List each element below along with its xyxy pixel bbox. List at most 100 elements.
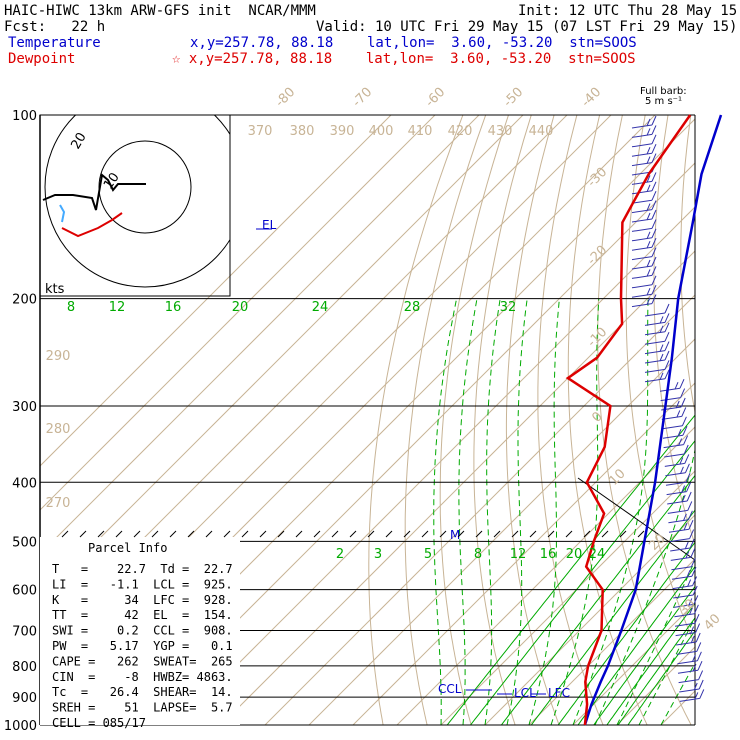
barb-flag: [686, 482, 692, 492]
barb-flag: [689, 529, 695, 539]
barb-shaft: [631, 152, 653, 157]
barb-shaft: [631, 190, 653, 195]
theta-label: 280: [46, 422, 71, 437]
barb-shaft: [644, 340, 666, 345]
wind-barb: [631, 153, 657, 167]
barb-flag: [688, 607, 693, 615]
moist-adiabat-line: [638, 616, 695, 725]
barb-shaft: [631, 284, 653, 289]
parcel-box-bg: [40, 537, 240, 725]
barb-flag: [646, 297, 651, 305]
marker-el: EL: [262, 218, 277, 232]
wind-barb: [644, 350, 670, 364]
wind-barb: [644, 369, 670, 383]
hatch-mark: [151, 530, 159, 538]
dry-adiabat-line: [439, 115, 509, 725]
barb-shaft: [676, 641, 697, 646]
pressure-tick-label: 1000: [4, 719, 37, 734]
isotherm-line: [176, 206, 695, 725]
barb-shaft: [631, 265, 653, 270]
isotherm-line: [484, 514, 695, 725]
hatch-mark: [169, 530, 177, 538]
dewpoint-legend: Dewpoint: [8, 51, 76, 67]
barb-flag: [674, 382, 679, 390]
wind-barb: [667, 501, 693, 514]
barb-shaft: [662, 434, 684, 439]
barb-flag: [683, 435, 689, 445]
barb-shaft: [677, 669, 699, 674]
forecast-hour: Fcst: 22 h: [4, 19, 106, 35]
theta-label: 370: [248, 124, 273, 139]
barb-shaft: [644, 368, 666, 373]
moist-adiabat-line: [506, 298, 528, 725]
pressure-tick-label: 700: [12, 625, 37, 640]
wind-barb: [666, 482, 692, 496]
barb-flag: [676, 410, 681, 418]
pressure-tick-label: 300: [12, 400, 37, 415]
barb-shaft: [662, 425, 683, 430]
hodograph-units-label: kts: [45, 282, 65, 297]
hodograph-frame: [39, 114, 231, 297]
hodograph-trace-lower: [61, 212, 123, 238]
wind-barb: [631, 256, 657, 270]
barb-flag: [693, 604, 699, 615]
barb-shaft: [666, 491, 687, 496]
barb-flag: [651, 172, 657, 182]
parcel-row: K = 34 LFC = 928.: [52, 593, 233, 607]
wind-barb: [665, 472, 691, 486]
isotherm-label: -70: [350, 85, 376, 111]
barb-shaft: [644, 312, 666, 317]
parcel-row: TT = 42 EL = 154.: [52, 608, 233, 622]
barb-shaft: [675, 632, 696, 637]
hatch-mark: [205, 530, 213, 538]
barb-shaft: [631, 227, 653, 232]
wind-barb: [670, 538, 695, 552]
barb-shaft: [631, 256, 653, 261]
barb-shaft: [674, 622, 696, 627]
barb-flag: [696, 642, 702, 652]
sounding-profiles: EL M CCL LCL LFC: [256, 114, 723, 726]
wind-barb: [631, 266, 657, 279]
hatch-mark: [457, 530, 465, 538]
hatch-mark: [313, 530, 321, 538]
barb-shaft: [663, 444, 684, 449]
barb-shaft: [644, 321, 666, 326]
mixing-ratio-line: [469, 440, 695, 725]
barb-flag: [651, 237, 657, 248]
barb-shaft: [631, 133, 653, 138]
wind-barb: [673, 595, 699, 608]
isotherm-line: [572, 602, 695, 725]
barb-flag: [684, 454, 690, 464]
mixing-ratio-label: 3: [374, 547, 382, 562]
barb-shaft: [679, 688, 700, 693]
barb-shaft: [676, 650, 697, 655]
barb-flag: [699, 689, 705, 699]
isotherm-label: 0: [589, 409, 605, 425]
hatch-mark: [61, 530, 69, 538]
barb-flag: [682, 425, 688, 436]
isotherm-label: 20: [646, 531, 668, 553]
barb-shaft: [673, 594, 694, 599]
barb-flag: [688, 519, 694, 530]
hatch-mark: [133, 530, 141, 538]
mixing-ratio-label: 24: [589, 547, 606, 562]
wind-barb: [668, 510, 693, 524]
wind-barb: [671, 566, 697, 580]
barb-flag: [679, 466, 684, 474]
wind-barb: [644, 313, 670, 326]
pressure-tick-label: 900: [12, 691, 37, 706]
barb-shaft: [678, 679, 699, 684]
barb-shaft: [631, 274, 653, 279]
wind-barb: [631, 200, 657, 214]
barb-shaft: [644, 331, 666, 336]
barb-flag: [688, 598, 693, 606]
barb-flag: [678, 438, 683, 446]
temperature-legend: Temperature: [8, 35, 101, 51]
barb-flag: [646, 184, 651, 192]
barb-flag: [646, 118, 651, 127]
mixing-ratio-label: 20: [566, 547, 583, 562]
isotherm-line: [396, 426, 695, 725]
barb-shaft: [644, 359, 666, 364]
hatch-mark: [223, 530, 231, 538]
